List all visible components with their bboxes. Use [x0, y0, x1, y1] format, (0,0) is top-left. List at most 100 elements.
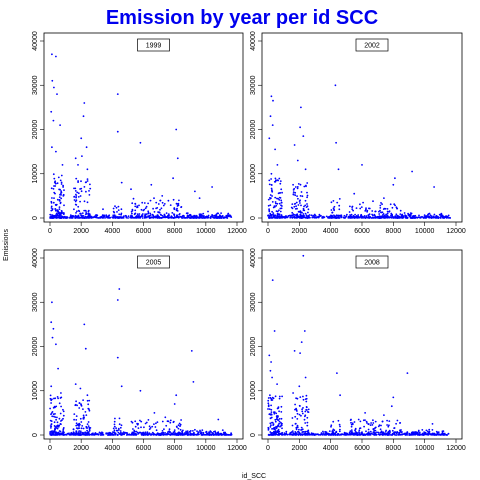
- data-point: [193, 216, 195, 219]
- data-point: [85, 190, 87, 193]
- data-point: [80, 432, 82, 434]
- x-tick-label: 12000: [446, 445, 466, 452]
- data-point: [60, 392, 62, 394]
- data-point: [304, 204, 307, 207]
- y-tick-label: 0: [250, 433, 257, 437]
- data-point: [130, 420, 133, 423]
- data-point: [284, 216, 287, 219]
- data-point: [425, 433, 427, 436]
- data-point: [300, 106, 302, 109]
- data-point: [145, 421, 148, 424]
- data-point: [418, 214, 420, 217]
- data-point: [381, 216, 383, 219]
- data-point: [338, 430, 341, 433]
- data-point: [350, 216, 353, 219]
- data-point: [59, 188, 61, 191]
- data-point: [382, 431, 385, 434]
- data-point: [276, 418, 278, 421]
- data-point: [112, 431, 114, 433]
- data-point: [276, 407, 279, 410]
- data-point: [149, 214, 152, 217]
- data-point: [312, 214, 315, 217]
- data-point: [87, 425, 90, 427]
- data-point: [73, 208, 75, 211]
- data-point: [201, 429, 204, 431]
- data-point: [431, 423, 434, 425]
- data-point: [435, 216, 438, 219]
- data-point: [55, 203, 58, 206]
- data-point: [296, 418, 299, 420]
- data-point: [221, 429, 224, 431]
- data-point: [273, 431, 276, 433]
- data-point: [280, 432, 282, 435]
- data-point: [193, 214, 196, 217]
- data-point: [291, 214, 293, 217]
- data-point: [169, 421, 172, 424]
- x-tick-label: 4000: [323, 228, 339, 235]
- data-point: [374, 210, 377, 213]
- data-point: [113, 431, 116, 433]
- data-point: [75, 430, 78, 433]
- data-point: [270, 172, 273, 175]
- data-point: [298, 404, 301, 407]
- data-point: [50, 321, 53, 324]
- data-point: [330, 216, 333, 219]
- data-point: [386, 210, 389, 213]
- data-point: [72, 215, 74, 218]
- data-point: [297, 197, 299, 200]
- data-point: [286, 433, 289, 436]
- y-tick-label: 0: [250, 216, 257, 220]
- panel-frame: [261, 249, 463, 440]
- data-point: [151, 425, 154, 428]
- data-point: [268, 354, 271, 357]
- data-point: [51, 433, 54, 436]
- data-point: [200, 215, 202, 218]
- data-point: [227, 213, 229, 216]
- data-point: [185, 212, 188, 215]
- data-point: [272, 212, 275, 215]
- data-point: [291, 430, 294, 432]
- data-point: [142, 434, 145, 436]
- data-point: [75, 431, 78, 434]
- data-point: [389, 431, 392, 433]
- data-point: [187, 431, 189, 434]
- data-point: [300, 214, 302, 217]
- data-point: [373, 429, 375, 432]
- y-tick-label: 40000: [250, 31, 257, 51]
- data-point: [398, 433, 400, 436]
- data-point: [205, 431, 207, 433]
- data-point: [112, 210, 115, 213]
- data-point: [338, 214, 341, 217]
- data-point: [222, 217, 225, 219]
- data-point: [269, 369, 272, 372]
- data-point: [118, 288, 121, 290]
- data-point: [141, 217, 144, 219]
- data-point: [51, 79, 54, 82]
- data-point: [159, 208, 161, 211]
- data-point: [97, 433, 100, 436]
- x-tick-label: 8000: [167, 228, 183, 235]
- data-point: [88, 429, 91, 432]
- data-point: [303, 418, 306, 421]
- data-point: [153, 423, 155, 425]
- data-point: [395, 432, 398, 435]
- data-point: [76, 191, 79, 194]
- data-point: [60, 420, 62, 422]
- data-point: [301, 408, 303, 411]
- data-point: [208, 431, 211, 434]
- data-point: [175, 128, 178, 131]
- data-point: [81, 425, 84, 427]
- data-point: [77, 431, 80, 433]
- data-point: [276, 202, 279, 205]
- data-point: [136, 213, 139, 216]
- data-point: [434, 433, 436, 436]
- data-point: [136, 431, 139, 434]
- data-point: [75, 424, 78, 427]
- data-point: [305, 214, 308, 217]
- data-point: [300, 426, 303, 429]
- data-point: [295, 426, 298, 429]
- data-point: [270, 361, 272, 363]
- data-point: [270, 413, 273, 416]
- data-point: [308, 433, 311, 436]
- data-point: [339, 428, 341, 431]
